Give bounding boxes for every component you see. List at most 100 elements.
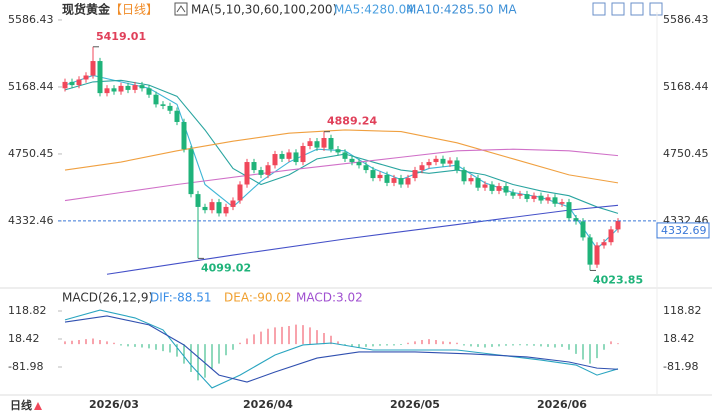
candle-body <box>209 202 215 211</box>
dea-line <box>64 315 619 383</box>
candle-body <box>90 61 96 76</box>
title: 现货黄金 <box>62 2 111 17</box>
dif-line <box>64 309 619 389</box>
candle-body <box>293 152 299 163</box>
extreme-label: 4889.24 <box>327 115 377 128</box>
macd-legend: DEA:-90.02 <box>224 291 292 305</box>
candle-body <box>552 197 558 204</box>
y-tick-label: 5586.43 <box>663 13 709 26</box>
candle-body <box>573 218 579 222</box>
y-tick-label: 18.42 <box>663 332 695 345</box>
candle-body <box>433 158 439 163</box>
candle-body <box>118 85 124 92</box>
candle-body <box>580 221 586 238</box>
candle-body <box>111 88 117 92</box>
tool-button[interactable] <box>649 2 663 16</box>
macd-legend: MACD:3.02 <box>296 291 363 305</box>
y-tick-label: 118.82 <box>8 304 47 317</box>
candle-body <box>223 206 229 214</box>
candle-body <box>447 160 453 164</box>
candle-body <box>216 202 222 214</box>
candle-body <box>398 178 404 185</box>
candle-body <box>342 152 348 159</box>
y-tick-label: -81.98 <box>663 360 698 373</box>
candle-body <box>321 138 327 148</box>
candle-body <box>328 138 334 150</box>
candle-body <box>496 186 502 191</box>
ma-legend: MA <box>498 3 517 17</box>
ma-icon[interactable] <box>174 2 188 16</box>
candle-body <box>538 195 544 201</box>
candle-body <box>510 192 516 196</box>
candle-body <box>412 170 418 179</box>
candle-body <box>167 105 173 111</box>
candle-body <box>566 202 572 219</box>
tool-button[interactable] <box>630 2 644 16</box>
candle-body <box>531 195 537 199</box>
candle-body <box>272 154 278 166</box>
candle-body <box>265 165 271 175</box>
ma-legend: MA5:4280.04 <box>334 3 414 17</box>
candle-body <box>615 220 621 230</box>
candle-body <box>62 81 68 89</box>
ma-legend: MA10:4285.50 <box>406 3 494 17</box>
macd-legend: DIF:-88.51 <box>150 291 211 305</box>
candle-body <box>335 149 341 153</box>
y-tick-label: 5168.44 <box>8 80 54 93</box>
y-tick-label: 4750.45 <box>663 147 709 160</box>
candle-body <box>503 186 509 193</box>
y-tick-label: 118.82 <box>663 304 702 317</box>
candle-body <box>419 165 425 171</box>
ma-params: MA(5,10,30,60,100,200) <box>191 3 337 17</box>
candle-body <box>391 178 397 183</box>
tool-button[interactable] <box>592 2 606 16</box>
candle-body <box>475 178 481 188</box>
candle-body <box>286 152 292 159</box>
candle-body <box>160 104 166 106</box>
candle-body <box>587 237 593 265</box>
candle-body <box>139 85 145 89</box>
candle-body <box>251 162 257 171</box>
extreme-label: 4023.85 <box>593 273 643 286</box>
candle-body <box>356 162 362 166</box>
candle-body <box>370 170 376 179</box>
candle-body <box>237 184 243 201</box>
candle-body <box>244 162 250 185</box>
ma-line <box>106 204 619 275</box>
candle-body <box>426 162 432 166</box>
candle-body <box>76 79 82 86</box>
candle-body <box>188 149 194 195</box>
ma-icon-glyph <box>176 5 186 13</box>
candle-body <box>489 184 495 191</box>
y-tick-label: 18.42 <box>8 332 40 345</box>
ma-line <box>64 129 619 184</box>
macd-title: MACD(26,12,9) <box>62 291 153 305</box>
y-tick-label: 4750.45 <box>8 147 54 160</box>
extreme-label: 4099.02 <box>201 261 251 274</box>
footer-arrow[interactable] <box>34 402 42 410</box>
ma-line <box>64 148 619 202</box>
x-tick-label: 2026/05 <box>390 398 440 411</box>
candle-body <box>468 178 474 182</box>
candle-body <box>461 170 467 182</box>
tool-button[interactable] <box>611 2 625 16</box>
toolbar <box>592 2 663 16</box>
last-price-box <box>656 222 710 239</box>
candle-body <box>601 242 607 246</box>
period[interactable]: 【日线】 <box>110 3 158 17</box>
footer-period[interactable]: 日线 <box>10 398 32 412</box>
candle-body <box>181 121 187 150</box>
candle-body <box>230 200 236 207</box>
candle-body <box>125 85 131 90</box>
candle-body <box>559 202 565 204</box>
candle-body <box>146 88 152 95</box>
x-tick-label: 2026/03 <box>89 398 139 411</box>
candle-body <box>454 160 460 171</box>
candle-body <box>608 229 614 243</box>
candle-body <box>279 154 285 159</box>
candle-body <box>349 158 355 163</box>
extreme-label: 5419.01 <box>96 30 146 43</box>
candle-body <box>104 88 110 94</box>
candle-body <box>300 146 306 163</box>
candle-body <box>363 165 369 171</box>
